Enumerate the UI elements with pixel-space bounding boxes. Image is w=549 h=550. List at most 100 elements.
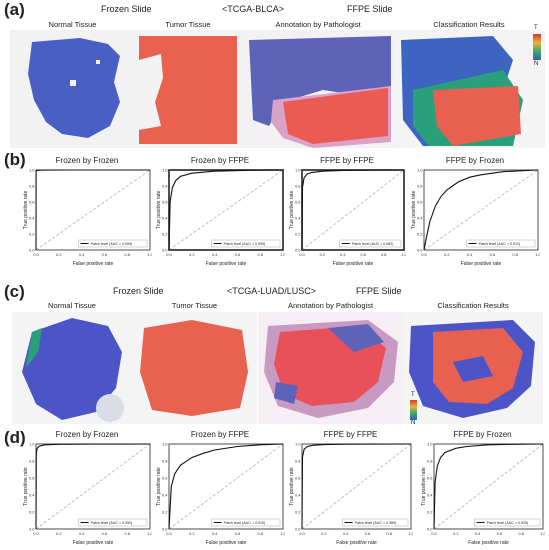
x-tick-label: 0.8 xyxy=(257,252,263,257)
legend-box xyxy=(211,239,281,248)
x-tick-label: 0.2 xyxy=(189,531,195,536)
subtitle-normal-tissue-a: Normal Tissue xyxy=(48,20,97,29)
y-tick-label: 0.0 xyxy=(295,527,301,532)
chart-title-8: FFPE by Frozen xyxy=(453,430,512,439)
y-tick-label: 0.2 xyxy=(427,510,433,515)
legend-entry: Patch level (AUC = 0.999) xyxy=(91,242,133,246)
chance-diagonal xyxy=(168,169,284,251)
y-axis-label: True positive rate xyxy=(411,191,417,230)
x-tick-label: 0.0 xyxy=(166,531,172,536)
y-tick-label: 0.8 xyxy=(29,459,35,464)
x-tick-label: 0.8 xyxy=(124,252,130,257)
y-tick-label: 1.0 xyxy=(417,168,423,173)
y-tick-label: 0.0 xyxy=(162,527,168,532)
x-tick-label: 0.4 xyxy=(475,531,481,536)
x-tick-label: 0.8 xyxy=(518,531,524,536)
x-axis-label: False positive rate xyxy=(461,261,502,267)
legend-box xyxy=(78,518,148,527)
y-tick-label: 0.8 xyxy=(29,184,35,189)
x-tick-label: 0.4 xyxy=(79,531,85,536)
x-tick-label: 0.6 xyxy=(235,531,241,536)
y-axis-label: True positive rate xyxy=(421,467,427,506)
legend-box xyxy=(78,239,148,248)
chance-diagonal xyxy=(301,443,412,530)
y-tick-label: 0.0 xyxy=(29,248,35,253)
x-tick-label: 1.0 xyxy=(147,531,152,536)
slide-image-normal-tissue-c xyxy=(12,312,132,424)
x-tick-label: 1.0 xyxy=(535,252,540,257)
subtitle-tumor-tissue-a: Tumor Tissue xyxy=(165,20,211,29)
slide-image-normal-tissue-a xyxy=(10,30,135,148)
roc-chart-1: 0.00.0 0.2 0.2 0.4 0.4 0.6 0.6 0.8 0.8 1.0 1.0 Fals… xyxy=(23,168,152,267)
x-tick-label: 0.6 xyxy=(102,252,108,257)
x-axis-label: False positive rate xyxy=(73,261,114,267)
x-tick-label: 0.6 xyxy=(360,252,366,257)
colorbar-legend-a xyxy=(533,34,541,60)
x-tick-label: 0.0 xyxy=(33,252,39,257)
legend-entry: Patch level (AUC = 0.915) xyxy=(224,521,266,525)
x-axis-label: False positive rate xyxy=(468,540,509,546)
colorbar-label-n-c: N xyxy=(411,420,416,426)
y-axis-label: True positive rate xyxy=(23,467,29,506)
header-dataset-c: <TCGA-LUAD/LUSC> xyxy=(227,286,317,296)
x-tick-label: 0.0 xyxy=(421,252,427,257)
x-tick-label: 0.0 xyxy=(431,531,437,536)
header-frozen-slide-c: Frozen Slide xyxy=(113,286,164,296)
x-axis-label: False positive rate xyxy=(206,540,247,546)
chart-title-4: FFPE by Frozen xyxy=(445,156,505,165)
y-tick-label: 0.4 xyxy=(162,493,168,498)
x-tick-label: 0.4 xyxy=(212,531,218,536)
roc-curve-series-1 xyxy=(168,169,284,251)
x-tick-label: 0.2 xyxy=(444,252,450,257)
legend-box xyxy=(474,518,541,527)
slide-image-tumor-tissue-c xyxy=(132,312,257,424)
y-tick-label: 0.6 xyxy=(29,200,35,205)
chart-title-5: Frozen by Frozen xyxy=(55,430,119,439)
legend-entry: Patch level (AUC = 0.992) xyxy=(91,521,133,525)
x-tick-label: 0.4 xyxy=(212,252,218,257)
colorbar-legend-c xyxy=(410,400,417,420)
y-axis-label: True positive rate xyxy=(156,467,162,506)
y-tick-label: 0.2 xyxy=(295,510,301,515)
roc-chart-3: 0.00.0 0.2 0.2 0.4 0.4 0.6 0.6 0.8 0.8 1.0 1.0 Fals… xyxy=(289,168,406,267)
y-tick-label: 1.0 xyxy=(162,168,168,173)
y-axis-label: True positive rate xyxy=(289,191,295,230)
x-tick-label: 0.4 xyxy=(79,252,85,257)
roc-chart-4: 0.00.0 0.2 0.2 0.4 0.4 0.6 0.6 0.8 0.8 1.0 1.0 Fals… xyxy=(411,168,540,267)
y-axis-label: True positive rate xyxy=(156,191,162,230)
x-tick-label: 1.0 xyxy=(540,531,545,536)
y-axis-label: True positive rate xyxy=(289,467,295,506)
slide-image-annotation-a xyxy=(243,30,393,148)
y-tick-label: 0.0 xyxy=(29,527,35,532)
roc-curve-series-1 xyxy=(433,443,544,530)
subtitle-tumor-tissue-c: Tumor Tissue xyxy=(171,301,218,310)
colorbar-label-t-a: T xyxy=(534,25,538,31)
x-tick-label: 1.0 xyxy=(401,252,406,257)
legend-entry: Patch level (AUC = 0.933) xyxy=(487,521,529,525)
y-tick-label: 0.8 xyxy=(295,459,301,464)
roc-curve-series-1 xyxy=(35,443,151,530)
y-tick-label: 0.4 xyxy=(417,216,423,221)
chart-title-7: FFPE by FFPE xyxy=(323,430,378,439)
y-tick-label: 0.6 xyxy=(162,200,168,205)
x-tick-label: 1.0 xyxy=(280,531,285,536)
slide-image-annotation-c xyxy=(258,312,403,424)
subtitle-normal-tissue-c: Normal Tissue xyxy=(48,301,96,310)
legend-entry: Patch level (AUC = 0.982) xyxy=(352,242,394,246)
chart-title-2: Frozen by FFPE xyxy=(190,156,250,165)
y-tick-label: 0.2 xyxy=(29,510,35,515)
y-tick-label: 1.0 xyxy=(427,442,433,447)
legend-box xyxy=(466,239,536,248)
x-tick-label: 0.6 xyxy=(365,531,371,536)
legend-box xyxy=(342,518,409,527)
roc-chart-6: 0.00.0 0.2 0.2 0.4 0.4 0.6 0.6 0.8 0.8 1.0 1.0 Fals… xyxy=(156,442,285,546)
y-tick-label: 0.6 xyxy=(295,476,301,481)
roc-chart-7: 0.00.0 0.2 0.2 0.4 0.4 0.6 0.6 0.8 0.8 1.0 1.0 Fals… xyxy=(289,442,413,546)
x-tick-label: 0.0 xyxy=(299,531,305,536)
roc-chart-2: 0.00.0 0.2 0.2 0.4 0.4 0.6 0.6 0.8 0.8 1.0 1.0 Fals… xyxy=(156,168,285,267)
x-tick-label: 1.0 xyxy=(280,252,285,257)
y-tick-label: 0.0 xyxy=(417,248,423,253)
x-tick-label: 0.8 xyxy=(257,531,263,536)
y-tick-label: 1.0 xyxy=(295,442,301,447)
y-tick-label: 0.6 xyxy=(417,200,423,205)
